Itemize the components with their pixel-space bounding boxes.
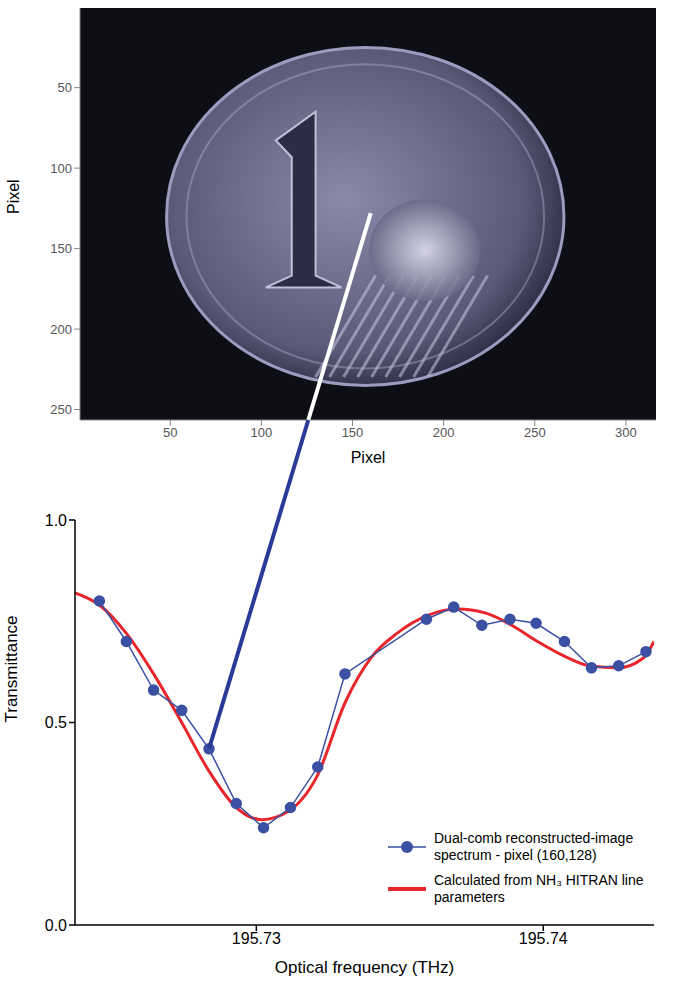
svg-text:Pixel: Pixel (5, 179, 22, 214)
svg-text:100: 100 (50, 161, 72, 176)
svg-text:1.0: 1.0 (45, 512, 67, 529)
svg-text:250: 250 (50, 402, 72, 417)
svg-text:300: 300 (615, 425, 637, 440)
svg-text:Transmittance: Transmittance (2, 615, 21, 722)
svg-text:150: 150 (50, 241, 72, 256)
svg-text:150: 150 (342, 425, 364, 440)
svg-text:50: 50 (58, 80, 72, 95)
svg-text:195.74: 195.74 (519, 930, 568, 947)
svg-text:200: 200 (50, 322, 72, 337)
svg-text:250: 250 (524, 425, 546, 440)
html-text:Dual-comb reconstructed-image: Dual-comb reconstructed-image spectrum -… (434, 830, 634, 863)
svg-text:Pixel: Pixel (351, 449, 386, 466)
html-text:Calculated from NH₃ HITRAN lin: Calculated from NH₃ HITRAN line paramete… (434, 872, 644, 905)
svg-text:200: 200 (433, 425, 455, 440)
svg-text:Optical frequency (THz): Optical frequency (THz) (275, 958, 455, 977)
svg-text:0.5: 0.5 (45, 714, 67, 731)
svg-text:195.73: 195.73 (232, 930, 281, 947)
svg-text:50: 50 (163, 425, 177, 440)
svg-text:100: 100 (251, 425, 273, 440)
svg-text:0.0: 0.0 (45, 917, 67, 934)
